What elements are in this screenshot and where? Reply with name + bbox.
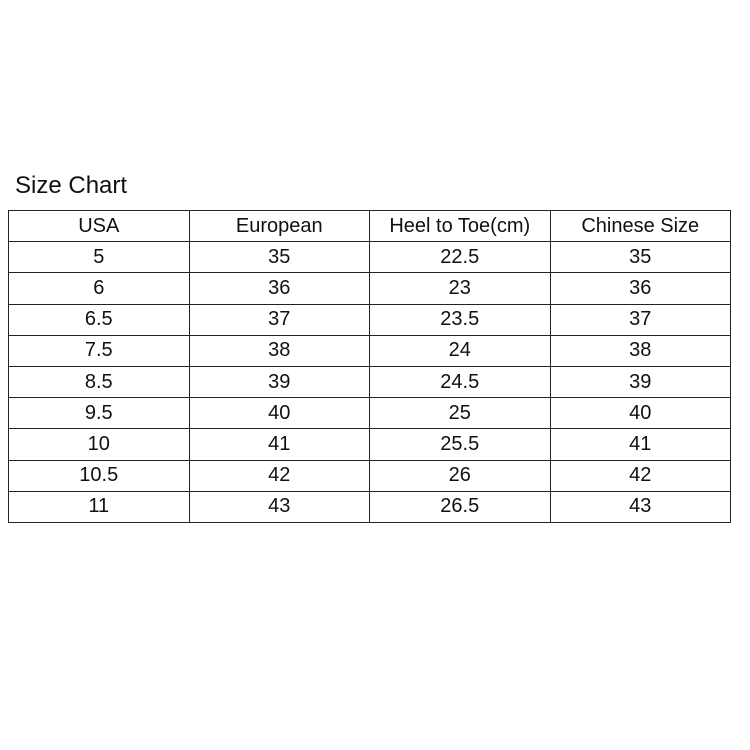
table-cell: 38 xyxy=(188,334,370,367)
table-cell: 40 xyxy=(188,397,370,430)
table-row: 10 41 25.5 41 xyxy=(8,428,731,461)
table-row: 6.5 37 23.5 37 xyxy=(8,303,731,336)
table-cell: 40 xyxy=(549,397,731,430)
table-cell: 6 xyxy=(8,272,190,305)
table-cell: 25 xyxy=(369,397,551,430)
table-cell: 37 xyxy=(188,303,370,336)
table-row: 6 36 23 36 xyxy=(8,272,731,305)
table-row: 7.5 38 24 38 xyxy=(8,334,731,367)
table-cell: 39 xyxy=(549,365,731,399)
table-cell: 25.5 xyxy=(369,428,551,461)
table-cell: 36 xyxy=(188,272,370,305)
column-header: European xyxy=(188,209,370,243)
table-row: 8.5 39 24.5 39 xyxy=(8,365,731,399)
table-cell: 42 xyxy=(188,459,370,492)
table-cell: 6.5 xyxy=(8,303,190,336)
table-cell: 36 xyxy=(549,272,731,305)
table-row: 5 35 22.5 35 xyxy=(8,241,731,274)
column-header: USA xyxy=(8,209,190,243)
table-cell: 43 xyxy=(188,490,370,523)
table-cell: 7.5 xyxy=(8,334,190,367)
table-cell: 22.5 xyxy=(369,241,551,274)
table-cell: 10 xyxy=(8,428,190,461)
table-cell: 24 xyxy=(369,334,551,367)
table-cell: 11 xyxy=(8,490,190,523)
size-chart-title: Size Chart xyxy=(15,172,128,199)
table-cell: 41 xyxy=(188,428,370,461)
table-row: 9.5 40 25 40 xyxy=(8,397,731,430)
table-cell: 9.5 xyxy=(8,397,190,430)
table-cell: 24.5 xyxy=(369,365,551,399)
table-cell: 35 xyxy=(549,241,731,274)
size-table: USA European Heel to Toe(cm) Chinese Size 5… xyxy=(8,209,731,523)
table-cell: 37 xyxy=(549,303,731,336)
table-cell: 23.5 xyxy=(369,303,551,336)
table-cell: 8.5 xyxy=(8,365,190,399)
table-cell: 39 xyxy=(188,365,370,399)
column-header: Chinese Size xyxy=(549,209,731,243)
table-cell: 10.5 xyxy=(8,459,190,492)
table-cell: 41 xyxy=(549,428,731,461)
column-header: Heel to Toe(cm) xyxy=(369,209,551,243)
table-cell: 23 xyxy=(369,272,551,305)
table-cell: 42 xyxy=(549,459,731,492)
table-cell: 35 xyxy=(188,241,370,274)
table-cell: 26.5 xyxy=(369,490,551,523)
table-cell: 38 xyxy=(549,334,731,367)
table-row: 11 43 26.5 43 xyxy=(8,490,731,523)
table-row: 10.5 42 26 42 xyxy=(8,459,731,492)
table-cell: 5 xyxy=(8,241,190,274)
table-cell: 43 xyxy=(549,490,731,523)
header-row: USA European Heel to Toe(cm) Chinese Size xyxy=(8,209,731,243)
table-cell: 26 xyxy=(369,459,551,492)
